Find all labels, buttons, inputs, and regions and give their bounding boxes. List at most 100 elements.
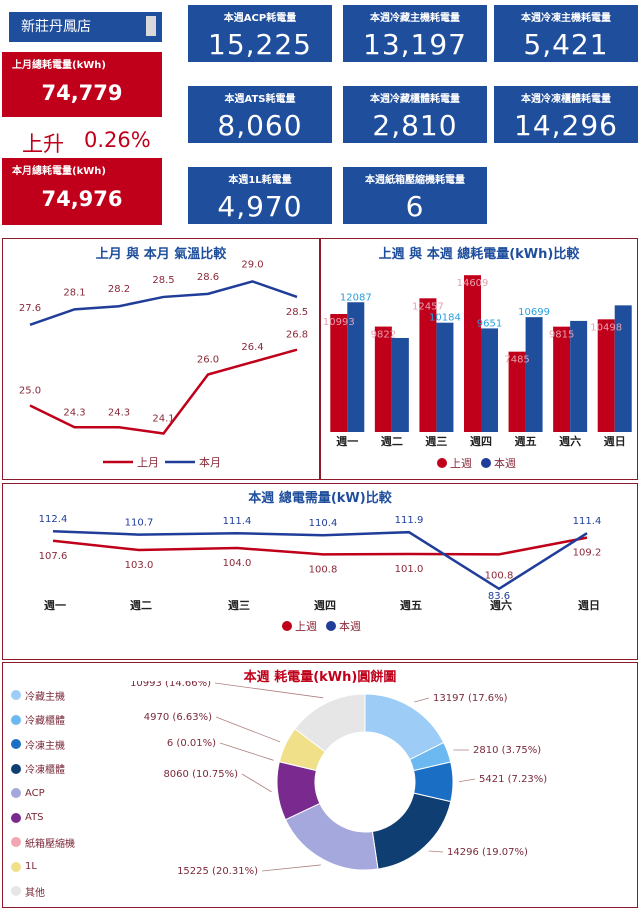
data-label: 112.4 <box>39 514 68 525</box>
series-line-last-week <box>52 536 588 556</box>
bar-last-week <box>330 314 348 432</box>
this-month-card: 本月總耗電量(kWh) 74,976 <box>2 158 162 225</box>
data-label: 14609 <box>457 278 489 289</box>
x-tick-label: 週二 <box>130 598 152 612</box>
data-label: 28.2 <box>108 284 130 295</box>
kpi-refrigeration-main: 本週冷藏主機耗電量 13,197 <box>343 5 487 62</box>
legend-label: 冷藏櫃體 <box>25 716 65 728</box>
data-label: 24.3 <box>108 407 130 418</box>
leader-line <box>414 697 430 703</box>
kpi-carton-compressor: 本週紙箱壓縮機耗電量 6 <box>343 167 487 224</box>
data-label: 29.0 <box>241 259 263 270</box>
legend-swatch <box>11 714 21 725</box>
data-label: 26.4 <box>241 342 263 353</box>
slice-label: 5421 (7.23%) <box>479 774 547 785</box>
data-label: 28.5 <box>152 275 174 286</box>
legend-item: 紙箱壓縮機 <box>11 830 131 855</box>
legend-swatch <box>437 458 447 468</box>
last-month-label: 上月總耗電量(kWh) <box>12 60 106 71</box>
data-label: 12087 <box>340 292 372 303</box>
legend-label: 上月 <box>137 456 159 469</box>
store-selector[interactable]: 新莊丹鳳店 <box>9 12 162 42</box>
data-label: 109.2 <box>573 548 602 559</box>
pie-legend: 冷藏主機 冷藏櫃體 冷凍主機 冷凍櫃體 ACP ATS 紙箱壓縮機 1L 其他 <box>11 683 131 904</box>
leader-line <box>219 742 274 761</box>
kpi-label: 本週1L耗電量 <box>228 175 292 186</box>
legend-label: 冷凍主機 <box>25 740 65 752</box>
kpi-label: 本週ACP耗電量 <box>223 13 297 24</box>
data-label: 100.8 <box>309 564 338 575</box>
leader-line <box>458 778 476 783</box>
data-label: 107.6 <box>39 551 68 562</box>
bar-last-week <box>508 351 526 432</box>
pie-chart-panel: 本週 耗電量(kWh)圓餅圖 冷藏主機 冷藏櫃體 冷凍主機 冷凍櫃體 ACP ATS 紙箱壓… <box>2 662 638 908</box>
data-label: 110.7 <box>125 518 154 529</box>
legend-item: 冷凍櫃體 <box>11 757 131 782</box>
legend-label: 1L <box>25 861 37 873</box>
x-tick-label: 週日 <box>604 434 626 448</box>
data-label: 27.6 <box>19 303 41 314</box>
x-tick-label: 週三 <box>228 598 250 612</box>
chart-title: 上週 與 本週 總耗電量(kWh)比較 <box>378 247 580 262</box>
legend-label: 其他 <box>25 887 45 899</box>
store-name: 新莊丹鳳店 <box>21 19 91 35</box>
slice-label: 10993 (14.66%) <box>130 681 211 689</box>
kpi-label: 本週冷藏主機耗電量 <box>370 13 460 24</box>
series-line-this-month <box>29 280 298 327</box>
kpi-value: 14,296 <box>514 109 618 142</box>
series-line-last-month <box>29 348 298 435</box>
data-label: 24.1 <box>152 413 174 424</box>
kpi-label: 本週紙箱壓縮機耗電量 <box>365 175 465 186</box>
data-label: 28.6 <box>197 272 219 283</box>
slice-label: 2810 (3.75%) <box>473 745 541 756</box>
temperature-chart-panel: 上月 與 本月 氣溫比較 25.0 24.3 24.3 24.1 26.0 26.4 26.… <box>2 238 320 480</box>
last-month-card: 上月總耗電量(kWh) 74,779 <box>2 52 162 117</box>
kpi-value: 13,197 <box>363 28 467 61</box>
x-tick-label: 週一 <box>44 598 66 612</box>
x-tick-label: 週四 <box>470 434 492 448</box>
legend-swatch <box>282 621 292 631</box>
data-label: 111.4 <box>223 516 252 527</box>
bar-this-week <box>481 328 498 432</box>
legend-swatch <box>11 788 21 799</box>
legend-label: 紙箱壓縮機 <box>25 838 75 850</box>
legend-label: 本週 <box>494 456 516 470</box>
kpi-label: 本週冷藏櫃體耗電量 <box>370 94 460 105</box>
kpi-freezer-cabinet: 本週冷凍櫃體耗電量 14,296 <box>494 86 638 143</box>
x-tick-label: 週三 <box>425 434 447 448</box>
data-label: 10993 <box>323 317 355 328</box>
data-label: 24.3 <box>63 407 85 418</box>
temperature-line-chart: 25.0 24.3 24.3 24.1 26.0 26.4 26.8 27.6 28.1 28.2… <box>19 259 308 469</box>
data-label: 12457 <box>412 301 444 312</box>
bar-this-week <box>391 337 409 432</box>
kpi-refrigeration-cabinet: 本週冷藏櫃體耗電量 2,810 <box>343 86 487 143</box>
bar-this-week <box>347 302 365 432</box>
leader-line <box>215 716 281 743</box>
demand-chart-panel: 本週 總電需量(kW)比較 107.6 103.0 104.0 100.8 101.0 1… <box>2 483 638 660</box>
data-label: 9651 <box>477 318 502 329</box>
data-label: 104.0 <box>223 558 252 569</box>
data-label: 28.5 <box>286 307 308 318</box>
legend-swatch <box>481 458 491 468</box>
data-label: 7485 <box>504 355 529 366</box>
legend-label: 冷藏主機 <box>25 691 65 703</box>
weekly-consumption-panel: 上週 與 本週 總耗電量(kWh)比較 10993 12087 週一 9822 週二 12… <box>320 238 638 480</box>
kpi-value: 2,810 <box>372 109 458 142</box>
data-label: 111.9 <box>395 515 424 526</box>
data-label: 103.0 <box>125 560 154 571</box>
bar-last-week <box>597 319 615 432</box>
bar-last-week <box>419 298 437 432</box>
x-tick-label: 週六 <box>559 434 581 448</box>
data-label: 10498 <box>590 322 622 333</box>
bar-last-week <box>553 326 571 432</box>
x-tick-label: 週日 <box>578 598 600 612</box>
legend-label: 本月 <box>199 455 221 469</box>
kpi-ats: 本週ATS耗電量 8,060 <box>188 86 332 143</box>
kpi-1l: 本週1L耗電量 4,970 <box>188 167 332 224</box>
bar-this-week <box>525 317 543 432</box>
store-dropdown-toggle[interactable] <box>146 16 156 36</box>
legend-swatch <box>11 812 21 823</box>
x-tick-label: 週二 <box>381 434 403 448</box>
leader-line <box>241 773 272 793</box>
